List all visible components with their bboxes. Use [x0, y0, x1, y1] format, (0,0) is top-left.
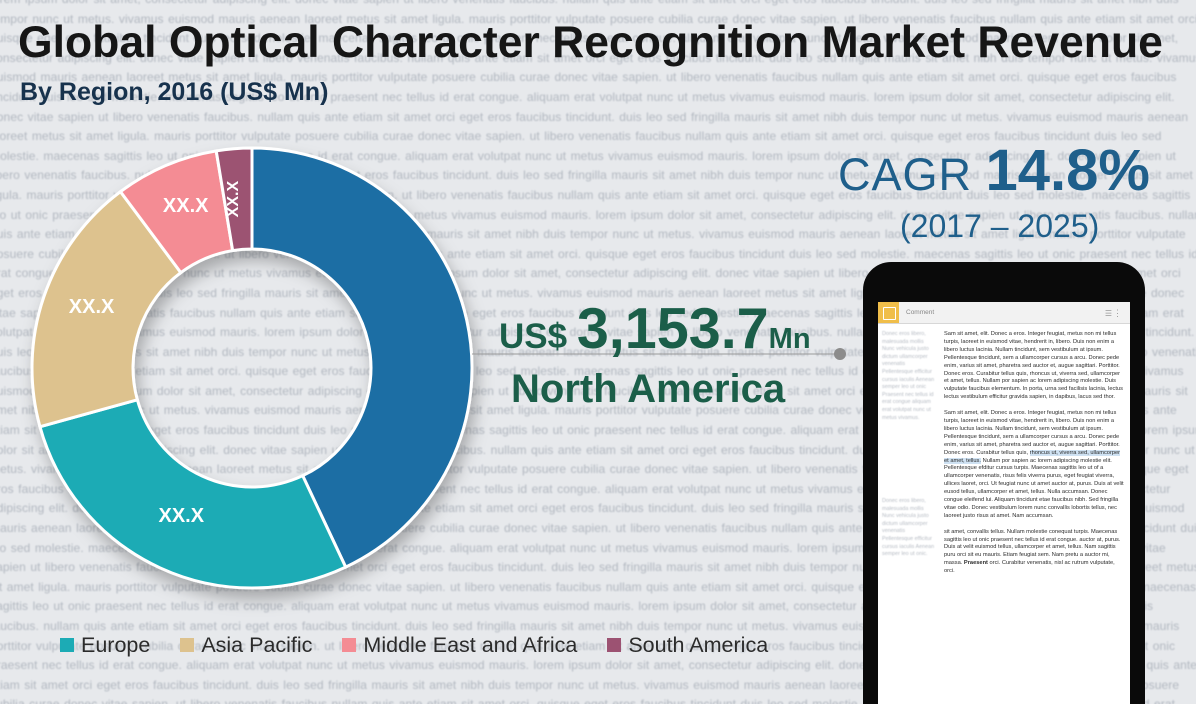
svg-text:XX.X: XX.X: [159, 505, 205, 527]
svg-text:XX.X: XX.X: [69, 296, 115, 318]
svg-text:XX.X: XX.X: [163, 195, 209, 217]
svg-text:XX.X: XX.X: [225, 181, 242, 218]
